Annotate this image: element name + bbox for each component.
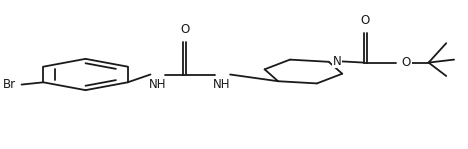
Text: Br: Br: [2, 78, 15, 91]
Text: NH: NH: [213, 78, 231, 91]
Text: O: O: [180, 23, 189, 36]
Text: N: N: [332, 55, 341, 68]
Text: NH: NH: [149, 78, 166, 91]
Text: O: O: [361, 14, 370, 27]
Text: O: O: [402, 56, 411, 69]
